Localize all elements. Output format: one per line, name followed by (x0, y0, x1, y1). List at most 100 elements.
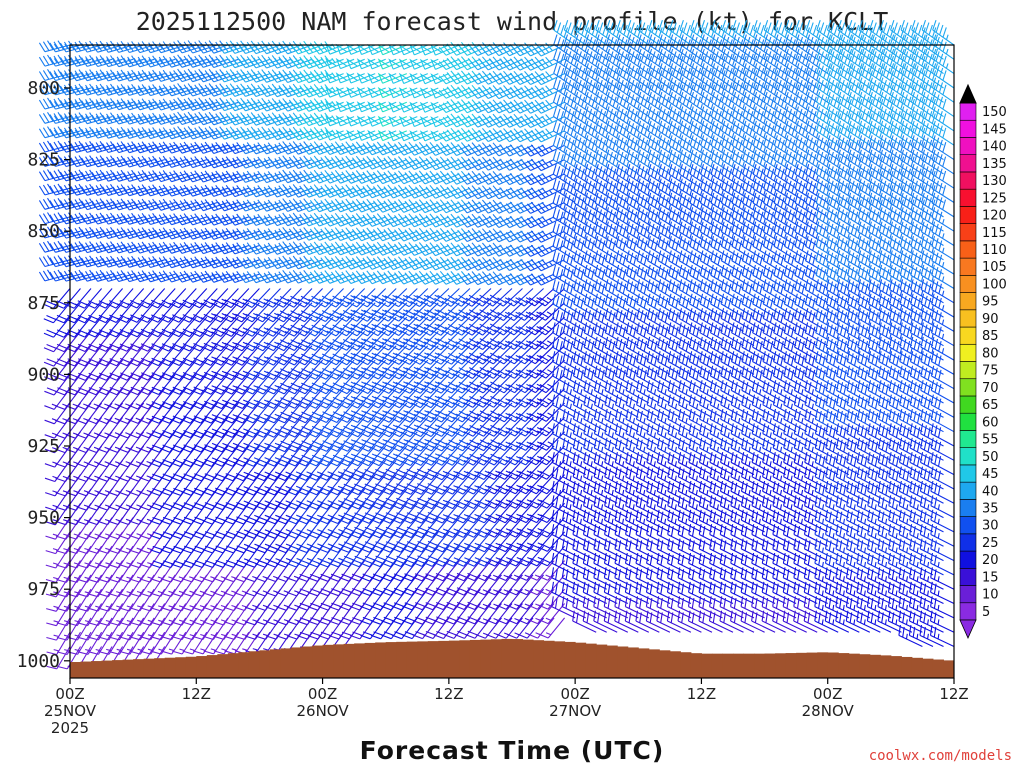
wind-barb (699, 178, 723, 203)
wind-barb (720, 221, 744, 246)
colorbar-min-arrow (959, 619, 977, 639)
wind-barb (233, 517, 260, 539)
wind-barb (616, 34, 639, 60)
wind-barb (921, 106, 944, 132)
wind-barb (625, 437, 650, 461)
colorbar-label: 145 (982, 122, 1007, 137)
wind-barb (931, 135, 955, 161)
wind-barb (889, 48, 913, 75)
wind-barb (583, 293, 607, 318)
wind-barb (900, 106, 923, 132)
wind-barb (275, 517, 302, 539)
wind-barb (221, 302, 250, 323)
wind-barb (731, 279, 755, 304)
wind-barb (930, 336, 955, 361)
wind-barb (484, 417, 513, 437)
wind-barb (762, 221, 786, 246)
wind-barb (647, 178, 671, 203)
wind-barb (502, 187, 534, 200)
wind-barb (485, 517, 513, 538)
wind-barb (878, 293, 902, 318)
x-tick-label: 00Z (560, 685, 589, 703)
wind-barb (857, 164, 881, 189)
wind-barb (783, 408, 807, 433)
wind-barb (658, 149, 681, 175)
wind-barb (815, 178, 839, 203)
wind-barb (773, 207, 797, 232)
wind-barb (232, 288, 260, 308)
wind-barb (909, 394, 934, 418)
colorbar-segment (959, 516, 977, 535)
wind-barb (678, 192, 702, 218)
terrain-column (533, 640, 545, 678)
wind-barb (804, 279, 828, 304)
wind-barb (212, 445, 239, 467)
wind-barb (783, 336, 807, 361)
wind-barb (646, 336, 671, 361)
colorbar-label: 5 (982, 605, 990, 620)
wind-barb (211, 359, 239, 381)
wind-barb (731, 120, 755, 146)
wind-barb (679, 120, 702, 146)
wind-barb (730, 466, 755, 490)
wind-barb (783, 423, 807, 447)
wind-barb (636, 149, 660, 175)
colorbar-segment (959, 119, 977, 138)
credit-link[interactable]: coolwx.com/models (869, 748, 1012, 764)
wind-barb (512, 56, 544, 71)
wind-barb (265, 502, 292, 525)
wind-barb (443, 531, 471, 553)
wind-barb (720, 336, 744, 361)
wind-barb (614, 452, 639, 476)
wind-barb (656, 452, 681, 476)
wind-barb (742, 192, 765, 218)
wind-barb (605, 20, 629, 46)
wind-barb (502, 70, 534, 85)
wind-barb (604, 423, 629, 447)
wind-barb (762, 466, 786, 490)
wind-barb (814, 394, 839, 418)
wind-barb (409, 44, 439, 56)
wind-barb (537, 502, 566, 523)
wind-barb (265, 531, 292, 554)
colorbar-segment (959, 378, 977, 397)
wind-barb (211, 302, 239, 323)
colorbar-segment (959, 154, 977, 173)
wind-barb (594, 336, 618, 361)
wind-barb (784, 77, 808, 103)
wind-barb (296, 531, 324, 554)
wind-barb (805, 48, 829, 75)
wind-barb (254, 488, 281, 510)
wind-barb (275, 474, 302, 496)
wind-barb (200, 331, 229, 352)
wind-barb (930, 552, 955, 576)
terrain-column (312, 645, 324, 678)
wind-barb (774, 77, 797, 103)
wind-barb (751, 437, 776, 461)
wind-barb (563, 221, 586, 246)
wind-barb (720, 250, 744, 275)
terrain-column (648, 649, 660, 678)
wind-barb (533, 173, 565, 186)
colorbar-segment (959, 602, 977, 621)
wind-barb (899, 322, 923, 347)
wind-barb (898, 625, 923, 647)
wind-barb (551, 423, 576, 447)
wind-barb (452, 345, 481, 365)
wind-barb (899, 221, 923, 246)
wind-barb (867, 293, 892, 318)
wind-barb (700, 20, 723, 46)
wind-barb (317, 488, 345, 510)
wind-barb (878, 365, 902, 390)
wind-barb (615, 322, 639, 347)
wind-barb (826, 106, 850, 132)
wind-barb (574, 77, 597, 103)
colorbar-segment (959, 447, 977, 466)
wind-barb (657, 380, 681, 404)
wind-barb (763, 48, 786, 75)
y-tick-label: 875 (27, 293, 60, 314)
wind-barb (201, 417, 229, 439)
wind-barb (857, 192, 881, 218)
y-tick-label: 800 (27, 78, 60, 99)
x-tick-label: 00Z (55, 685, 84, 703)
